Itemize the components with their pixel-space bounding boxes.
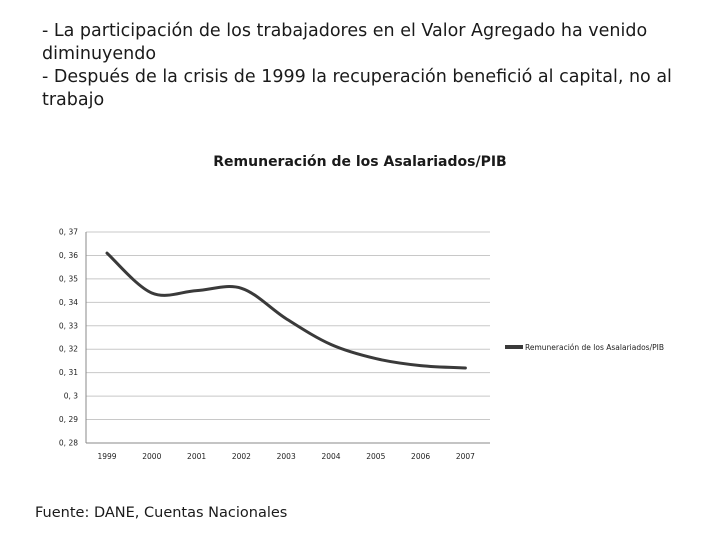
y-tick-label: 0, 29 [59,415,78,424]
gridlines [86,231,490,444]
bullet-2: - Después de la crisis de 1999 la recupe… [42,67,672,110]
x-tick-labels: 1999 2000 2001 2002 2003 2004 2005 2006 2007 [97,452,475,461]
legend: Remuneración de los Asalariados/PIB [505,343,664,352]
y-tick-label: 0, 33 [59,321,78,330]
x-tick-label: 2000 [142,452,161,461]
y-tick-label: 0, 31 [59,368,78,377]
y-tick-label: 0, 28 [59,439,78,448]
legend-swatch [505,345,523,349]
x-tick-label: 2001 [187,452,206,461]
x-tick-label: 2002 [232,452,251,461]
y-tick-label: 0, 32 [59,345,78,354]
legend-label: Remuneración de los Asalariados/PIB [525,343,664,352]
y-tick-label: 0, 36 [59,251,78,260]
x-tick-label: 1999 [97,452,116,461]
y-tick-label: 0, 3 [64,392,79,401]
y-tick-label: 0, 37 [59,228,78,237]
x-tick-label: 2006 [411,452,430,461]
x-tick-label: 2005 [366,452,385,461]
y-tick-labels: 0, 37 0, 36 0, 35 0, 34 0, 33 0, 32 0, 31 0, 3 0… [59,228,78,448]
series-line [105,251,467,370]
x-tick-label: 2004 [321,452,340,461]
chart-title: Remuneración de los Asalariados/PIB [213,154,507,170]
bullet-1: - La participación de los trabajadores e… [42,21,648,64]
bullet-text: - La participación de los trabajadores e… [42,20,682,112]
source-note: Fuente: DANE, Cuentas Nacionales [35,505,288,521]
y-tick-label: 0, 35 [59,274,78,283]
y-tick-label: 0, 34 [59,298,78,307]
x-tick-label: 2007 [456,452,475,461]
x-tick-label: 2003 [277,452,296,461]
